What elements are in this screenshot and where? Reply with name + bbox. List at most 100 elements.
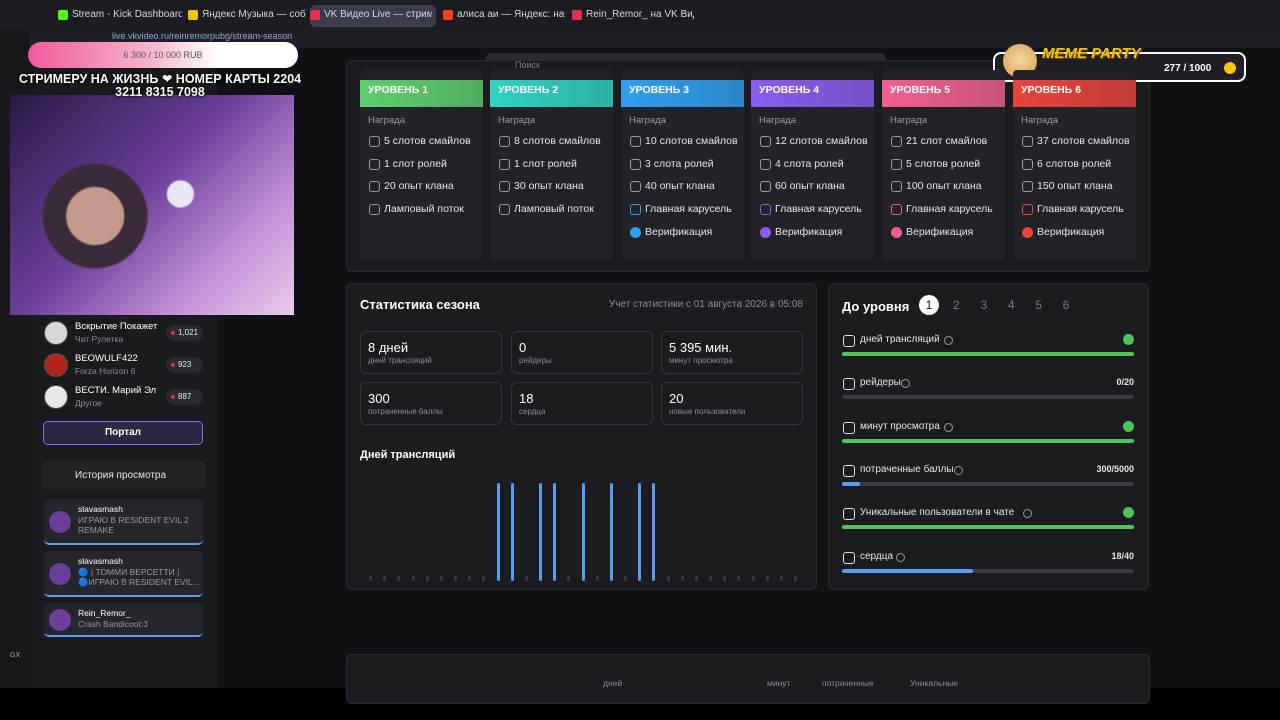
- channel-avatar[interactable]: [44, 321, 68, 345]
- info-icon: [1023, 509, 1032, 519]
- reward-item: Верификация: [906, 225, 974, 238]
- channel-category: Другое: [75, 398, 103, 408]
- chart-bar: [553, 483, 557, 581]
- level-tab[interactable]: 6: [1062, 298, 1070, 312]
- history-label[interactable]: История просмотра: [75, 470, 167, 481]
- stat-tile: [511, 382, 653, 425]
- item-icon: [760, 181, 771, 193]
- item-icon: [630, 158, 641, 170]
- level-title: УРОВЕНЬ 4: [759, 84, 820, 96]
- reward-item: 12 слотов смайлов: [775, 135, 868, 147]
- level-tab[interactable]: 5: [1035, 298, 1042, 312]
- tab-title[interactable]: Stream - Kick Dashboard: [72, 9, 182, 20]
- channel-category: Forza Horizon 6: [75, 366, 136, 376]
- channel-name[interactable]: BEOWULF422: [75, 353, 138, 364]
- item-icon: [843, 421, 855, 434]
- recent-title: Crash Bandicoot:3: [78, 619, 148, 629]
- level-header: [882, 80, 1005, 107]
- chart-bar: [723, 576, 727, 581]
- stat-label: рейдеры: [519, 356, 552, 365]
- progress-label: дней трансляций: [860, 334, 940, 345]
- stat-label: сердца: [519, 407, 546, 416]
- level-header: [621, 80, 744, 107]
- reward-item: 21 слот смайлов: [906, 135, 988, 147]
- goal-text: 6 300 / 10 000 RUB: [123, 50, 203, 60]
- chart-bar: [709, 576, 712, 581]
- chart-bar: [397, 576, 401, 581]
- level-tab[interactable]: 2: [953, 298, 960, 312]
- progress-fill: [842, 481, 860, 486]
- reward-item: Верификация: [775, 225, 843, 238]
- chart-bar: [369, 576, 372, 581]
- channel-name[interactable]: Вскрытие Покажет: [75, 321, 158, 332]
- stats-title: Статистика сезона: [360, 297, 480, 312]
- stat-label: минут просмотра: [669, 356, 733, 365]
- info-icon: [943, 336, 953, 345]
- level-tab[interactable]: 1: [925, 298, 933, 312]
- item-icon: [369, 158, 380, 170]
- stat-tile: [360, 331, 502, 374]
- tab-bar: [0, 0, 1280, 30]
- tab-title[interactable]: Rein_Remor_ на VK Видео: [586, 9, 694, 20]
- recent-avatar: [49, 563, 71, 585]
- item-icon: [843, 508, 855, 521]
- stat-tile: [360, 382, 502, 425]
- history-row[interactable]: [41, 461, 206, 489]
- item-icon: [630, 136, 641, 147]
- level-active: [919, 295, 939, 315]
- tab-title[interactable]: VK Видео Live — стримы,: [324, 9, 432, 20]
- level-header: [1013, 80, 1136, 107]
- level-title: УРОВЕНЬ 2: [498, 84, 559, 96]
- level-title: УРОВЕНЬ 1: [368, 84, 429, 96]
- channel-name[interactable]: ВЕСТИ. Марий Эл: [75, 385, 157, 396]
- channel-avatar[interactable]: [44, 353, 68, 377]
- reward-item: Ламповый поток: [384, 203, 464, 216]
- progress-track: [842, 395, 1134, 400]
- tab-title[interactable]: Яндекс Музыка — соб: [202, 9, 306, 20]
- check-icon: [1123, 507, 1134, 519]
- chart-bar: [779, 576, 783, 581]
- viewer-badge: [166, 325, 203, 341]
- tab-title[interactable]: алиса аи — Яндекс: нашл: [457, 9, 565, 20]
- info-icon: [943, 422, 953, 432]
- item-icon: [499, 136, 510, 147]
- portal-label[interactable]: Портал: [104, 427, 142, 438]
- item-icon: [369, 136, 380, 147]
- webcam: [10, 95, 294, 315]
- reward-item: 5 слотов смайлов: [384, 135, 471, 147]
- reward-item: 150 опыт клана: [1037, 180, 1113, 193]
- chart-bar: [680, 576, 684, 581]
- reward-item: Главная карусель: [775, 203, 862, 216]
- channel-avatar[interactable]: [44, 385, 68, 409]
- progress-panel: [828, 283, 1149, 590]
- recent-title: 🔵ИГРАЮ В RESIDENT EVIL...: [78, 577, 200, 587]
- item-icon: [1022, 136, 1033, 147]
- tab-icon: [188, 10, 198, 20]
- overlay-message: СТРИМЕРУ НА ЖИЗНЬ ❤ НОМЕР КАРТЫ 2204: [18, 72, 302, 86]
- recent-name: Rein_Remor_: [78, 608, 131, 618]
- chart-bar: [567, 576, 571, 581]
- recent-title: 🔵 | ТОММИ ВЕРСЕТТИ |: [78, 567, 180, 577]
- item-icon: [369, 181, 380, 193]
- level-tab[interactable]: 4: [1007, 298, 1015, 312]
- chart-bar: [751, 576, 755, 581]
- progress-fill: [842, 352, 1134, 356]
- item-icon: [891, 204, 902, 216]
- reward-item: 4 слота ролей: [775, 157, 844, 170]
- chart-title: Дней трансляций: [360, 449, 456, 461]
- level-tab[interactable]: 3: [980, 298, 988, 312]
- item-icon: [499, 181, 510, 193]
- reward-label: Награда: [368, 115, 406, 126]
- url[interactable]: live.vkvideo.ru/reinremorpubg/stream-sea…: [112, 31, 293, 41]
- goal-bar: [28, 42, 298, 68]
- stat-tile: [661, 331, 803, 374]
- tab-icon: [310, 10, 320, 20]
- channel-viewers: 1,021: [178, 328, 199, 337]
- item-icon: [891, 226, 902, 238]
- reward-item: 1 слот ролей: [514, 157, 577, 170]
- info-icon: [954, 465, 964, 475]
- gx-label: GX: [10, 652, 21, 659]
- chart-bar: [411, 576, 415, 581]
- portal-button[interactable]: [43, 421, 203, 445]
- item-icon: [843, 378, 855, 391]
